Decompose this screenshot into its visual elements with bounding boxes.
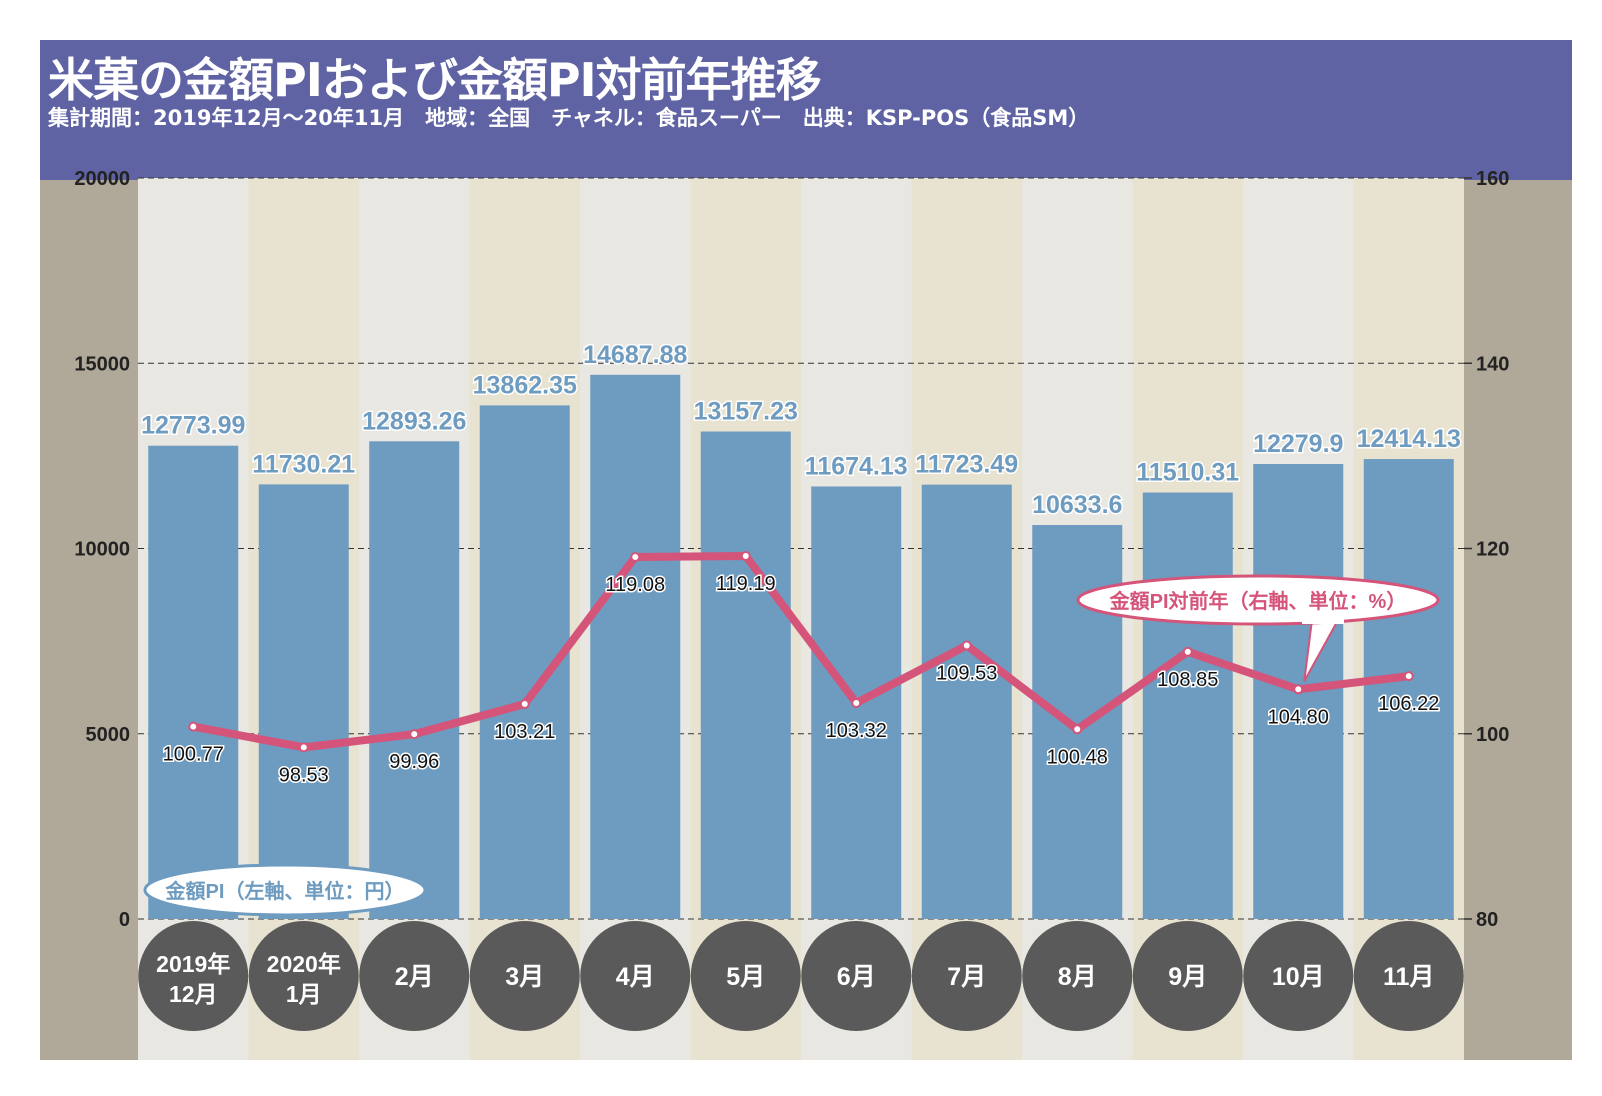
y-left-tick-label: 15000 xyxy=(74,353,130,375)
category-circle xyxy=(580,921,691,1031)
yoy-value-label: 99.96 xyxy=(389,751,439,773)
y-left-tick-label: 20000 xyxy=(74,168,130,190)
yoy-point xyxy=(298,742,309,753)
yoy-value-label: 103.32 xyxy=(826,720,887,742)
yoy-point xyxy=(188,721,199,732)
yoy-point xyxy=(1293,684,1304,695)
chart-title: 米菓の金額PIおよび金額PI対前年推移 xyxy=(48,53,822,107)
bar-value-label: 11730.21 xyxy=(252,450,355,478)
yoy-value-label: 98.53 xyxy=(279,764,329,786)
bar-value-label: 12893.26 xyxy=(362,407,466,435)
bar xyxy=(1032,525,1123,919)
chart-subtitle: 集計期間：2019年12月～20年11月 地域：全国 チャネル：食品スーパー 出… xyxy=(48,106,1090,130)
category-circle xyxy=(911,921,1022,1031)
bar xyxy=(1142,492,1233,919)
category-label-month: 1月 xyxy=(286,981,322,1007)
y-right-tick-label: 100 xyxy=(1476,724,1509,746)
chart-area: 0 80 5000 100 10000 120 15000 140 20000 160 12773.… xyxy=(74,168,1509,1060)
bar xyxy=(1363,459,1454,919)
yoy-value-label: 109.53 xyxy=(936,662,997,684)
yoy-line xyxy=(189,552,1413,752)
yoy-value-label: 108.85 xyxy=(1157,669,1218,691)
category-label-month: 12月 xyxy=(169,981,218,1007)
yoy-value-label: 106.22 xyxy=(1378,693,1439,715)
category-circle xyxy=(1022,921,1133,1031)
category-label: 8月 xyxy=(1058,963,1097,991)
yoy-point xyxy=(851,697,862,708)
legend-yoy-join xyxy=(1302,618,1344,624)
yoy-point xyxy=(630,552,641,563)
y-left-tick-label: 0 xyxy=(119,909,130,931)
yoy-point xyxy=(740,551,751,562)
y-right-tick-label: 80 xyxy=(1476,909,1498,931)
category-circle xyxy=(801,921,912,1031)
yoy-value-label: 119.08 xyxy=(605,574,665,596)
yoy-point xyxy=(1182,646,1193,657)
bar-value-label: 10633.6 xyxy=(1032,491,1122,519)
category-label: 2月 xyxy=(395,963,434,991)
legend-pi-label: 金額PI（左軸、単位：円） xyxy=(165,879,405,903)
bar-value-label: 11674.13 xyxy=(805,452,908,480)
bar-value-label: 12279.9 xyxy=(1253,430,1343,458)
bar xyxy=(921,484,1012,919)
category-label: 7月 xyxy=(947,963,986,991)
legend-yoy-label: 金額PI対前年（右軸、単位：%） xyxy=(1109,589,1407,613)
category-label: 5月 xyxy=(726,963,765,991)
bar xyxy=(700,431,791,919)
y-right-tick-label: 160 xyxy=(1476,168,1509,190)
category-label: 3月 xyxy=(505,963,544,991)
yoy-value-label: 100.77 xyxy=(163,744,224,766)
yoy-value-label: 119.19 xyxy=(716,573,776,595)
category-label-year: 2020年 xyxy=(267,951,341,977)
bar xyxy=(590,374,681,919)
category-circle xyxy=(359,921,470,1031)
category-circle xyxy=(469,921,580,1031)
category-circle xyxy=(1353,921,1464,1031)
bar-value-label: 13157.23 xyxy=(694,398,798,426)
category-label: 6月 xyxy=(837,963,876,991)
y-left-tick-label: 10000 xyxy=(74,539,130,561)
yoy-point xyxy=(961,640,972,651)
category-circle xyxy=(248,921,359,1031)
category-label: 9月 xyxy=(1168,963,1207,991)
bar xyxy=(369,441,460,919)
yoy-point xyxy=(409,729,420,740)
bar-value-label: 14687.88 xyxy=(583,341,687,369)
bar-value-label: 11510.31 xyxy=(1136,459,1239,487)
category-label-year: 2019年 xyxy=(156,951,230,977)
legend-yoy-bubble xyxy=(1076,574,1440,626)
bar-value-label: 13862.35 xyxy=(473,371,577,399)
bar xyxy=(258,484,349,919)
category-circle xyxy=(1132,921,1243,1031)
category-label: 11月 xyxy=(1383,963,1434,991)
category-circle xyxy=(1243,921,1354,1031)
category-circle xyxy=(138,921,249,1031)
bar-value-label: 12414.13 xyxy=(1357,425,1461,453)
yoy-point xyxy=(519,699,530,710)
yoy-value-label: 100.48 xyxy=(1047,746,1108,768)
legend-pi-bubble xyxy=(143,863,427,917)
category-label: 10月 xyxy=(1272,963,1325,991)
category-circle xyxy=(690,921,801,1031)
bar-value-label: 11723.49 xyxy=(915,451,1018,479)
y-left-tick-label: 5000 xyxy=(86,724,131,746)
bar-value-label: 12773.99 xyxy=(141,412,245,440)
bar xyxy=(148,445,239,919)
y-right-tick-label: 140 xyxy=(1476,353,1509,375)
yoy-value-label: 103.21 xyxy=(494,721,555,743)
header-band: 米菓の金額PIおよび金額PI対前年推移 集計期間：2019年12月～20年11月… xyxy=(40,40,1572,180)
chart-frame: 米菓の金額PIおよび金額PI対前年推移 集計期間：2019年12月～20年11月… xyxy=(40,40,1572,1060)
category-label: 4月 xyxy=(616,963,655,991)
y-right-tick-label: 120 xyxy=(1476,539,1509,561)
yoy-value-label: 104.80 xyxy=(1268,706,1329,728)
yoy-point xyxy=(1072,724,1083,735)
yoy-point xyxy=(1403,671,1414,682)
